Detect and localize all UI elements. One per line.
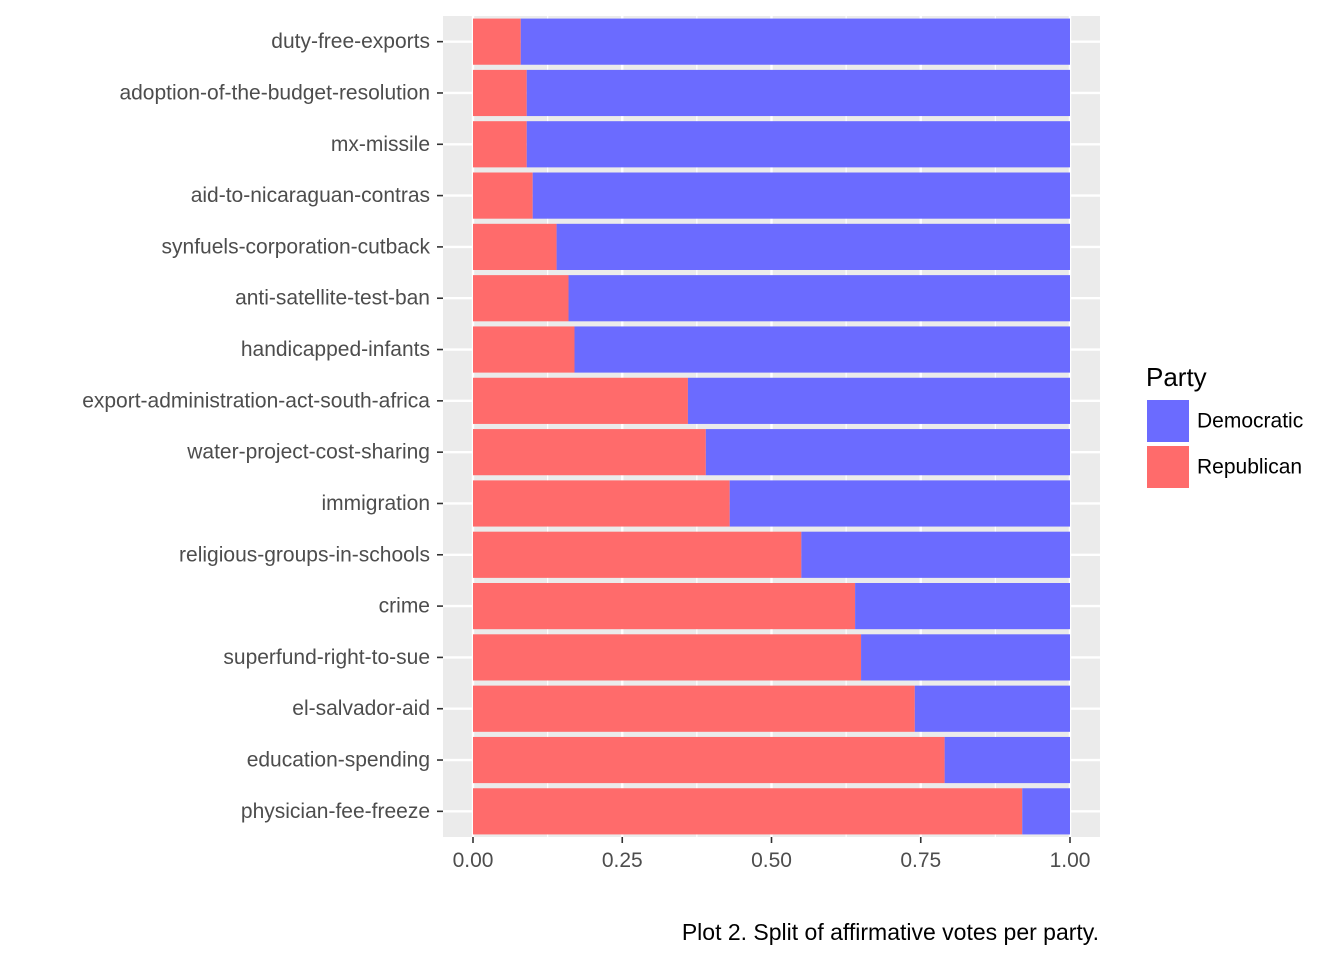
y-tick-label: religious-groups-in-schools: [179, 543, 430, 566]
legend-title: Party: [1146, 362, 1207, 392]
bar-republican-el-salvador-aid: [473, 685, 915, 732]
y-tick-label: mx-missile: [331, 133, 430, 156]
bar-democratic-immigration: [729, 480, 1070, 527]
bar-republican-water-project-cost-sharing: [473, 429, 706, 476]
x-tick-label: 0.50: [751, 849, 792, 872]
bar-democratic-duty-free-exports: [520, 18, 1070, 65]
bar-democratic-religious-groups-in-schools: [801, 531, 1070, 578]
bar-democratic-mx-missile: [526, 121, 1070, 168]
bar-democratic-export-administration-act-south-africa: [687, 377, 1070, 424]
bar-republican-superfund-right-to-sue: [473, 634, 862, 681]
y-tick-label: immigration: [321, 492, 430, 515]
bar-republican-religious-groups-in-schools: [473, 531, 802, 578]
bar-democratic-education-spending: [944, 736, 1070, 784]
x-tick-label: 0.75: [900, 849, 941, 872]
legend-label-democratic: Democratic: [1197, 410, 1303, 433]
bars: [473, 18, 1070, 835]
bar-democratic-handicapped-infants: [574, 326, 1070, 373]
y-tick-label: handicapped-infants: [241, 338, 430, 361]
bar-democratic-physician-fee-freeze: [1022, 788, 1070, 835]
bar-republican-physician-fee-freeze: [473, 788, 1023, 835]
bar-republican-export-administration-act-south-africa: [473, 377, 688, 424]
legend-key-democratic: [1147, 400, 1189, 442]
bar-republican-aid-to-nicaraguan-contras: [473, 172, 533, 219]
bar-republican-crime: [473, 583, 856, 630]
bar-democratic-adoption-of-the-budget-resolution: [526, 69, 1070, 117]
bar-republican-anti-satellite-test-ban: [473, 275, 569, 322]
y-tick-label: crime: [379, 595, 430, 618]
bar-republican-education-spending: [473, 736, 945, 784]
bar-democratic-crime: [855, 583, 1070, 630]
y-tick-label: superfund-right-to-sue: [223, 646, 430, 669]
x-tick-label: 0.25: [602, 849, 643, 872]
y-tick-label: adoption-of-the-budget-resolution: [119, 81, 430, 104]
y-tick-label: anti-satellite-test-ban: [235, 287, 430, 310]
bar-democratic-el-salvador-aid: [914, 685, 1070, 732]
y-tick-label: synfuels-corporation-cutback: [162, 235, 431, 258]
bar-democratic-water-project-cost-sharing: [705, 429, 1070, 476]
y-tick-label: duty-free-exports: [271, 30, 430, 53]
bar-democratic-synfuels-corporation-cutback: [556, 223, 1070, 270]
bar-republican-handicapped-infants: [473, 326, 575, 373]
bar-democratic-superfund-right-to-sue: [861, 634, 1070, 681]
y-tick-label: education-spending: [247, 749, 430, 772]
y-tick-label: physician-fee-freeze: [241, 800, 430, 823]
legend-label-republican: Republican: [1197, 456, 1302, 479]
x-tick-label: 1.00: [1050, 849, 1091, 872]
y-tick-label: export-administration-act-south-africa: [82, 389, 430, 412]
bar-democratic-anti-satellite-test-ban: [568, 275, 1070, 322]
bar-republican-synfuels-corporation-cutback: [473, 223, 557, 270]
bar-republican-duty-free-exports: [473, 18, 521, 65]
legend: Party Democratic Republican: [1146, 362, 1303, 488]
legend-key-republican: [1147, 446, 1189, 488]
bar-republican-immigration: [473, 480, 730, 527]
bar-republican-mx-missile: [473, 121, 527, 168]
y-tick-label: el-salvador-aid: [292, 697, 430, 720]
x-axis: 0.00 0.25 0.50 0.75 1.00: [453, 837, 1091, 872]
chart-caption: Plot 2. Split of affirmative votes per p…: [682, 919, 1099, 945]
y-tick-label: aid-to-nicaraguan-contras: [191, 184, 430, 207]
bar-democratic-aid-to-nicaraguan-contras: [532, 172, 1070, 219]
y-axis: duty-free-exports adoption-of-the-budget-…: [82, 30, 443, 823]
bar-republican-adoption-of-the-budget-resolution: [473, 69, 527, 117]
y-tick-label: water-project-cost-sharing: [186, 441, 430, 464]
x-tick-label: 0.00: [453, 849, 494, 872]
